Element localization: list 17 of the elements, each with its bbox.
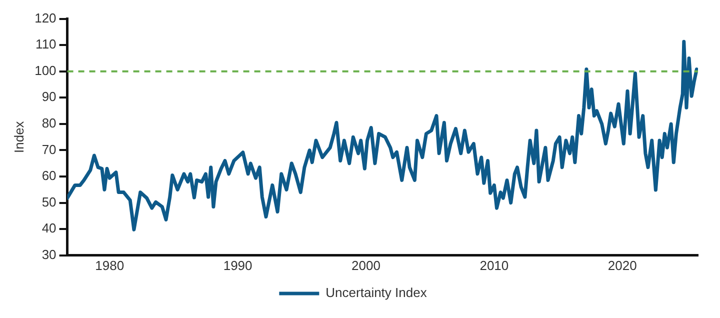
y-tick-label: 110 <box>36 36 56 52</box>
x-tick-label: 2010 <box>480 258 509 273</box>
y-tick-label: 70 <box>42 142 56 157</box>
y-tick-label: 80 <box>42 116 56 131</box>
y-tick-label: 50 <box>42 194 56 210</box>
y-tick-label: 90 <box>42 89 56 104</box>
legend-label: Uncertainty Index <box>326 285 428 300</box>
y-tick-label: 60 <box>42 168 56 184</box>
y-tick-label: 100 <box>34 62 56 78</box>
x-tick-label: 2000 <box>352 258 380 273</box>
y-tick-label: 120 <box>34 10 56 26</box>
y-tick-label: 40 <box>42 220 56 236</box>
y-axis-title: Index <box>11 120 26 154</box>
y-tick-label: 30 <box>42 246 56 262</box>
x-tick-label: 2020 <box>608 258 637 273</box>
x-tick-label: 1980 <box>95 258 124 273</box>
x-tick-label: 1990 <box>223 258 252 273</box>
